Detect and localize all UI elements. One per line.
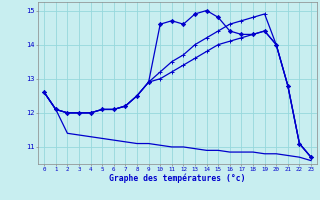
X-axis label: Graphe des températures (°c): Graphe des températures (°c) (109, 174, 246, 183)
